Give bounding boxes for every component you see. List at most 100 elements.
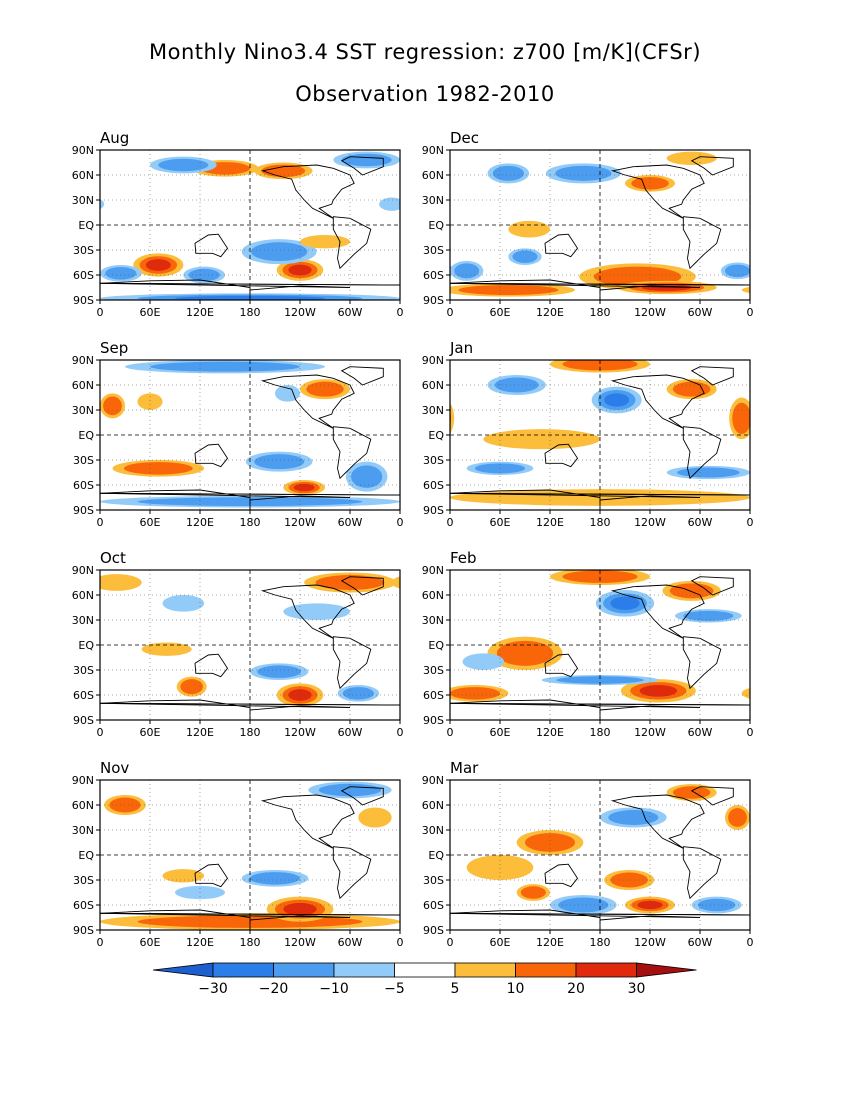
contour-level (0, 452, 13, 472)
coast-outline (450, 909, 701, 930)
contour-level (141, 642, 192, 656)
contour-level (683, 610, 734, 621)
lat-tick-label: 90N (422, 564, 444, 577)
lat-tick-label: 30N (422, 404, 444, 417)
anomaly-negative-6 (487, 163, 530, 184)
anomaly-positive-4 (162, 869, 205, 883)
lat-tick-label: 90N (72, 144, 94, 157)
contour-level (750, 261, 783, 281)
anomaly-positive-5 (100, 574, 400, 591)
lat-tick-label: 90S (423, 294, 444, 307)
lat-tick-label: EQ (428, 639, 444, 652)
anomaly-positive-8 (450, 397, 750, 440)
anomaly-negative-6 (125, 360, 325, 374)
lon-tick-label: 60W (688, 306, 713, 319)
contour-level (639, 685, 678, 697)
coast-outline (690, 366, 734, 386)
contour-level (458, 285, 559, 295)
coast-outline (682, 846, 722, 900)
anomaly-negative-5 (545, 163, 621, 184)
lon-tick-label: 180 (590, 306, 611, 319)
contour-level (0, 296, 25, 301)
lon-tick-label: 0 (447, 726, 454, 739)
contour-level (358, 807, 392, 828)
lat-tick-label: 60N (72, 379, 94, 392)
contour-level (318, 783, 382, 797)
lat-tick-label: 30N (422, 824, 444, 837)
contour-level (450, 687, 500, 700)
panel-label: Feb (450, 549, 477, 567)
panel-label: Jan (449, 339, 473, 357)
contour-level (525, 833, 575, 852)
contour-level (391, 576, 400, 589)
coast-outline (260, 794, 355, 849)
contour-level (750, 687, 800, 700)
figure-subtitle: Observation 1982-2010 (295, 82, 555, 106)
contour-level (100, 574, 142, 591)
contour-level (788, 375, 846, 395)
coast-outline (340, 786, 384, 806)
contour-level (741, 286, 750, 294)
lon-tick-label: 180 (240, 936, 261, 949)
coast-outline (690, 576, 734, 596)
lat-tick-label: 30N (72, 824, 94, 837)
lon-tick-label: 0 (397, 306, 404, 319)
contour-level (775, 463, 825, 473)
colorbar-segment (575, 962, 637, 978)
contour-level (379, 197, 400, 211)
contour-level (741, 687, 750, 699)
contour-level (0, 663, 8, 680)
contour-level (454, 263, 480, 279)
coast-outline (682, 216, 722, 270)
anomaly-negative-2 (0, 451, 313, 472)
colorbar-segment (333, 962, 395, 978)
contour-level (0, 897, 33, 922)
contour-level (754, 263, 779, 278)
anomaly-negative-11 (100, 197, 400, 211)
lon-tick-label: 120W (284, 936, 316, 949)
lat-tick-label: 90S (423, 504, 444, 517)
lon-tick-label: 0 (747, 516, 754, 529)
contour-level (842, 675, 850, 685)
lon-tick-label: 120W (634, 516, 666, 529)
contour-level (666, 151, 717, 165)
anomaly-positive-8 (466, 855, 534, 880)
lon-tick-label: 0 (97, 516, 104, 529)
lon-tick-label: 0 (397, 726, 404, 739)
lat-tick-label: EQ (428, 429, 444, 442)
coast-outline (194, 443, 229, 468)
colorbar-label: −30 (198, 981, 228, 997)
lon-tick-label: 0 (447, 306, 454, 319)
contour-level (16, 575, 85, 590)
lon-tick-label: 180 (590, 936, 611, 949)
coast-outline (610, 794, 705, 849)
anomaly-positive-7 (625, 175, 675, 192)
lon-tick-label: 0 (397, 516, 404, 529)
contour-level (725, 264, 750, 278)
contour-level (728, 808, 747, 827)
contour-level (300, 235, 350, 249)
colorbar-segment (515, 962, 577, 978)
anomaly-positive-1 (176, 676, 207, 697)
lon-tick-label: 60E (140, 306, 161, 319)
colorbar-label: 10 (507, 981, 525, 997)
lon-tick-label: 180 (240, 306, 261, 319)
contour-level (123, 462, 193, 475)
lat-tick-label: EQ (78, 849, 94, 862)
panel-label: Nov (100, 759, 129, 777)
contour-level (450, 402, 455, 434)
anomaly-positive-0 (133, 253, 184, 277)
contour-level (494, 377, 539, 393)
lat-tick-label: EQ (428, 849, 444, 862)
lat-tick-label: 60S (423, 269, 444, 282)
coast-outline (332, 216, 372, 270)
contour-level (808, 221, 850, 238)
contour-level (466, 855, 534, 880)
anomaly-positive-10 (300, 235, 350, 249)
panel-label: Sep (100, 339, 128, 357)
contour-level (788, 637, 850, 670)
